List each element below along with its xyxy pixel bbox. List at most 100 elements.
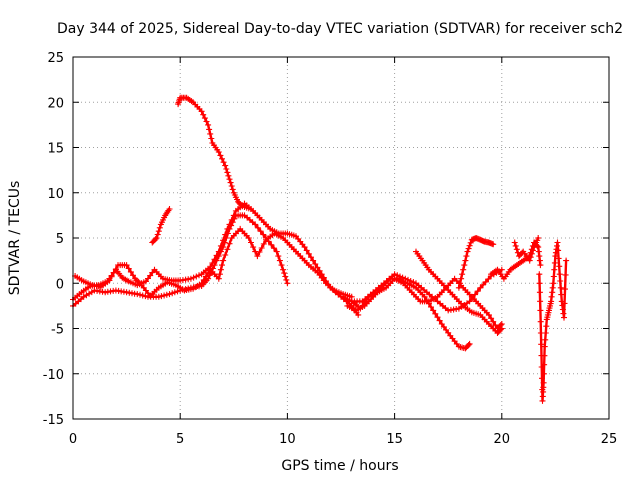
x-tick-label: 15 bbox=[386, 432, 403, 447]
data-point bbox=[155, 293, 162, 300]
data-point bbox=[466, 298, 473, 305]
data-point bbox=[563, 257, 570, 264]
data-point bbox=[539, 375, 545, 382]
data-point bbox=[211, 256, 218, 263]
data-point bbox=[152, 236, 159, 243]
data-point bbox=[155, 228, 162, 235]
data-point bbox=[464, 248, 471, 255]
data-point bbox=[407, 278, 414, 284]
data-point bbox=[549, 284, 556, 291]
data-point bbox=[492, 322, 499, 329]
data-point bbox=[540, 370, 547, 377]
y-tick-label: 20 bbox=[47, 96, 64, 111]
data-point bbox=[541, 352, 548, 359]
data-point bbox=[560, 310, 567, 317]
data-point bbox=[430, 307, 437, 314]
data-point bbox=[219, 155, 225, 162]
data-point bbox=[485, 276, 492, 282]
data-point bbox=[562, 286, 568, 293]
series-arc-dusk-c bbox=[348, 266, 505, 314]
series-arc-high bbox=[175, 94, 254, 212]
data-point bbox=[562, 271, 569, 278]
data-point bbox=[108, 273, 115, 280]
data-point bbox=[222, 231, 229, 238]
data-point bbox=[355, 311, 362, 318]
data-point bbox=[513, 246, 520, 253]
data-point bbox=[198, 280, 205, 287]
grid bbox=[73, 57, 609, 419]
series-arc-night-b bbox=[488, 239, 544, 282]
data-point bbox=[207, 130, 214, 137]
data-point bbox=[276, 257, 283, 264]
data-point bbox=[224, 225, 231, 232]
data-point bbox=[405, 276, 411, 283]
y-tick-label: 5 bbox=[56, 232, 64, 247]
series-arc-spike bbox=[536, 239, 570, 404]
data-point bbox=[512, 242, 519, 249]
data-point bbox=[156, 224, 163, 231]
series-arc-early-a bbox=[70, 200, 362, 318]
x-tick-label: 20 bbox=[494, 432, 511, 447]
data-point bbox=[511, 239, 518, 246]
data-point bbox=[200, 276, 207, 283]
data-point bbox=[536, 289, 543, 296]
data-point bbox=[153, 235, 160, 241]
data-point bbox=[282, 273, 289, 280]
x-tick-label: 0 bbox=[69, 432, 77, 447]
data-point bbox=[273, 248, 280, 255]
data-point bbox=[554, 239, 561, 246]
data-point bbox=[537, 307, 544, 314]
data-point bbox=[166, 206, 173, 212]
data-point bbox=[229, 186, 236, 193]
y-axis-title: SDTVAR / TECUs bbox=[7, 181, 23, 296]
data-point bbox=[428, 304, 434, 310]
data-point bbox=[224, 169, 231, 176]
data-point bbox=[541, 343, 548, 350]
data-point bbox=[462, 257, 469, 264]
data-point bbox=[125, 265, 132, 272]
data-point bbox=[303, 247, 310, 254]
data-point bbox=[536, 280, 543, 287]
data-point bbox=[397, 273, 403, 280]
data-point bbox=[472, 291, 478, 298]
y-tick-labels: -15 -10 -5 0 5 10 15 20 25 bbox=[43, 51, 64, 428]
data-point bbox=[202, 273, 209, 280]
data-point bbox=[474, 288, 481, 295]
y-tick-label: 15 bbox=[47, 142, 64, 157]
data-point bbox=[436, 317, 443, 324]
data-point bbox=[548, 293, 555, 300]
data-point bbox=[310, 257, 317, 264]
data-point bbox=[458, 275, 465, 282]
data-point bbox=[268, 241, 275, 248]
data-point bbox=[467, 239, 474, 246]
data-point bbox=[106, 277, 113, 284]
y-tick-label: 25 bbox=[47, 51, 64, 66]
data-point bbox=[457, 280, 463, 287]
data-point bbox=[256, 249, 263, 255]
series-layer bbox=[70, 94, 570, 404]
data-point bbox=[466, 242, 473, 249]
data-point bbox=[250, 244, 257, 251]
data-point bbox=[410, 279, 417, 286]
data-point bbox=[485, 311, 492, 318]
data-point bbox=[461, 262, 468, 269]
data-point bbox=[305, 250, 312, 257]
data-point bbox=[174, 288, 181, 295]
data-point bbox=[226, 240, 233, 247]
data-point bbox=[187, 275, 194, 282]
data-point bbox=[278, 262, 285, 269]
data-point bbox=[215, 149, 222, 155]
data-point bbox=[536, 271, 543, 278]
data-point bbox=[465, 245, 472, 252]
data-point bbox=[198, 108, 205, 115]
data-point bbox=[551, 266, 558, 273]
data-point bbox=[275, 253, 282, 260]
data-point bbox=[110, 269, 117, 276]
data-point bbox=[258, 245, 265, 251]
data-point bbox=[482, 278, 489, 285]
data-point bbox=[537, 298, 544, 305]
data-point bbox=[203, 118, 210, 125]
data-point bbox=[537, 318, 544, 325]
series-arc-night-c bbox=[511, 235, 542, 264]
data-point bbox=[123, 262, 130, 269]
